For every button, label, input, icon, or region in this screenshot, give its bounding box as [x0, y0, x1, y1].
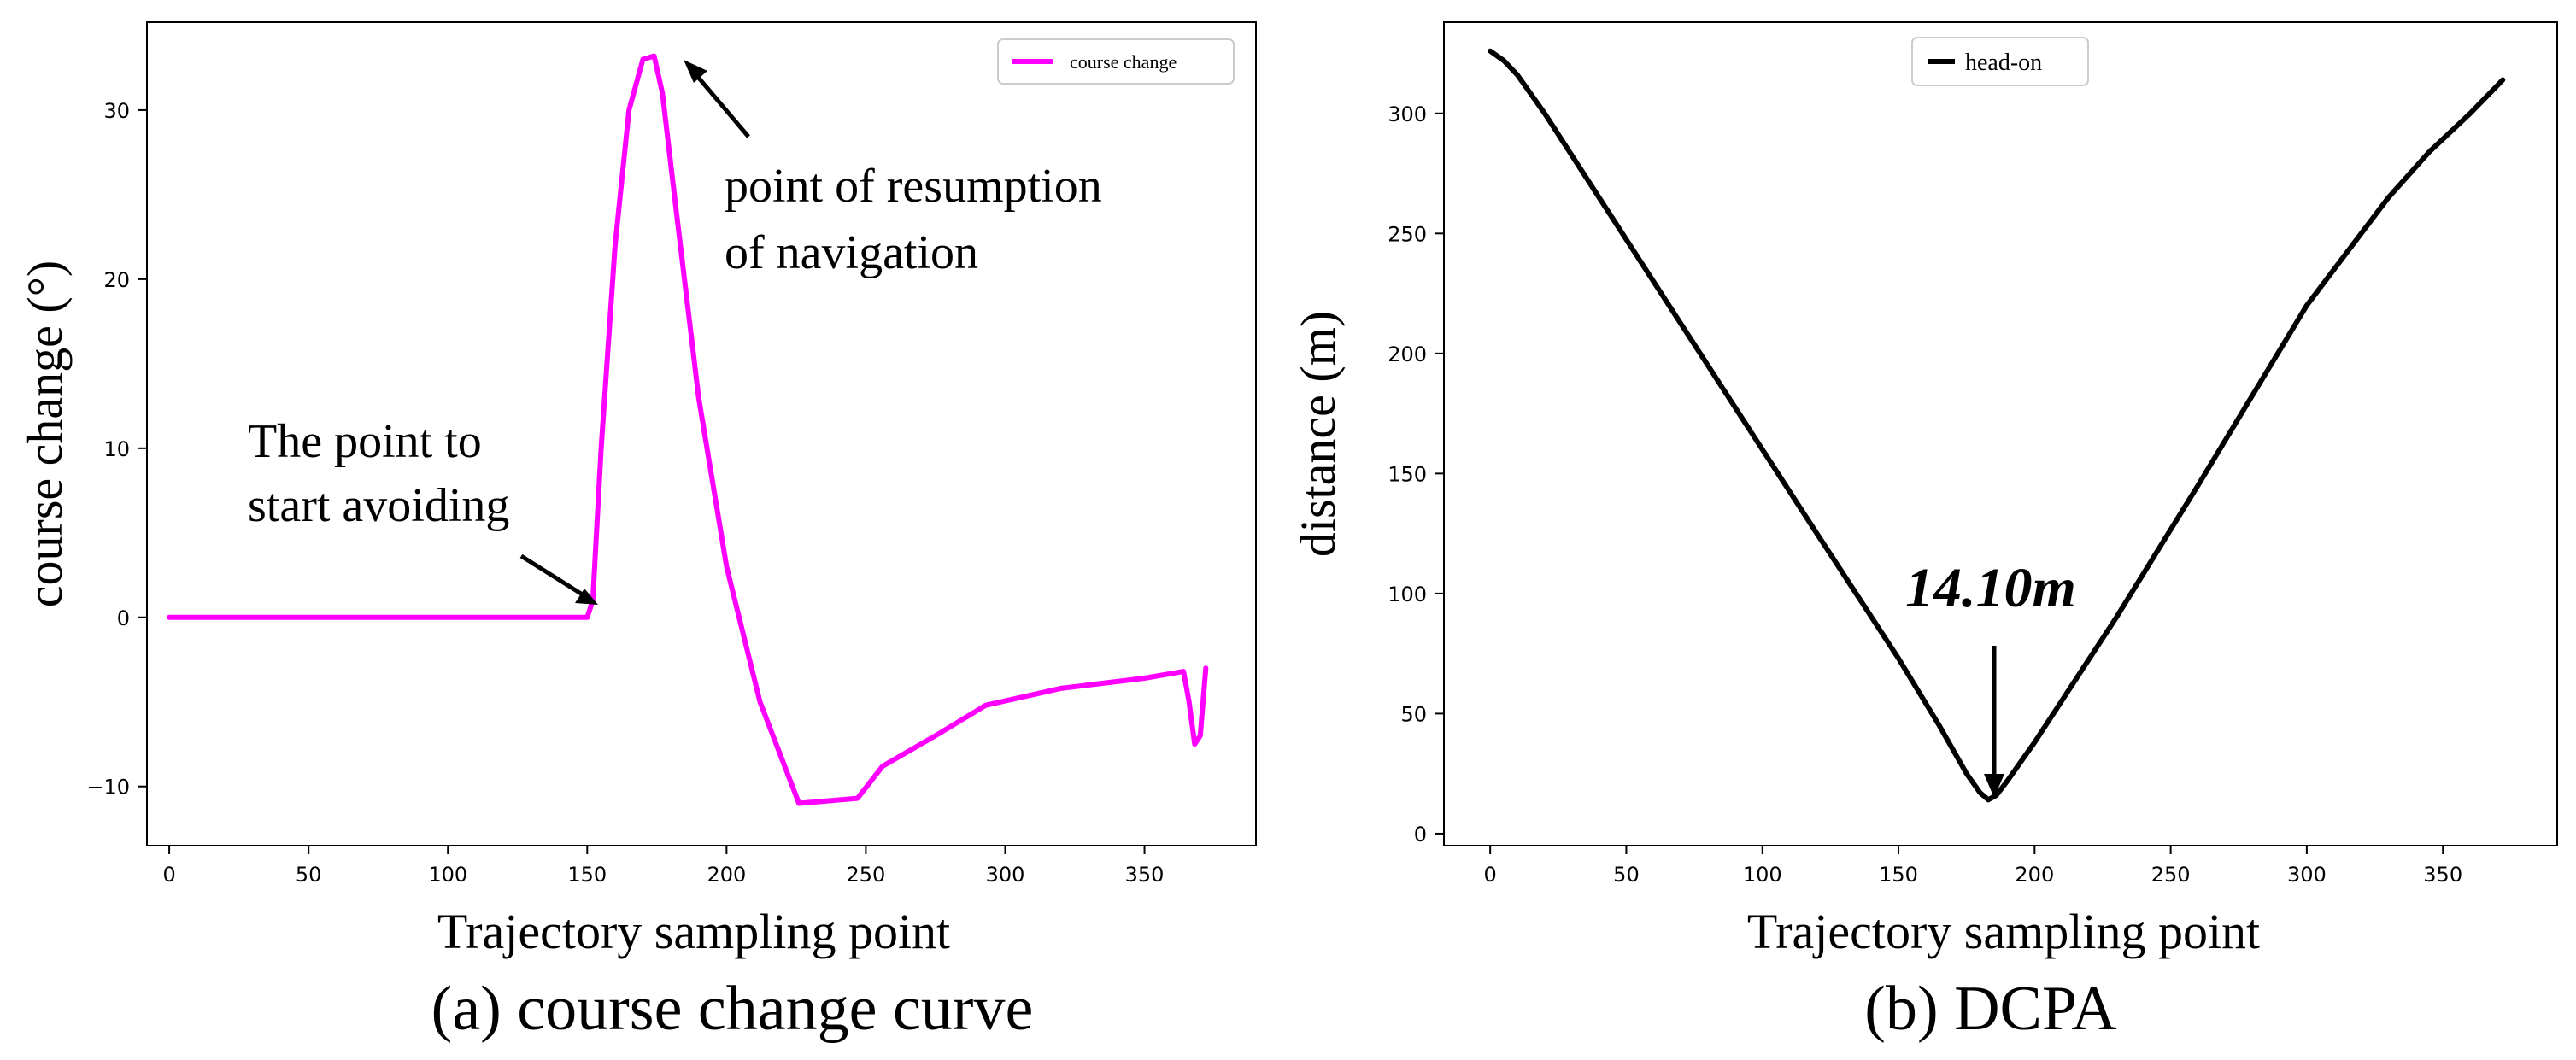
panel-b-x-tick-label: 350: [2423, 863, 2462, 887]
panel-a-caption: (a) course change curve: [431, 974, 1034, 1044]
panel-a-x-tick-label: 0: [162, 863, 175, 887]
panel-b-caption: (b) DCPA: [1864, 974, 2116, 1044]
panel-a-annotation-start-line2: start avoiding: [248, 479, 509, 532]
panel-a-annotation-resumption-arrow: [690, 68, 750, 138]
panel-b-legend-box: [1911, 37, 2089, 86]
panel-b-x-tick-label: 250: [2151, 863, 2191, 887]
panel-b-x-tick-label: 50: [1613, 863, 1640, 887]
panel-a-x-tick-label: 150: [567, 863, 607, 887]
panel-a-x-tick-label: 100: [428, 863, 467, 887]
panel-a-annotation-start-line1: The point to: [248, 415, 482, 468]
panel-a-annotation-resumption-line2: of navigation: [725, 226, 978, 279]
panel-b-x-tick-label: 100: [1743, 863, 1782, 887]
panel-a-y-tick-label: 0: [117, 606, 130, 630]
panel-b-legend: head-on: [1911, 37, 2089, 86]
panel-b-annotation-min-label: 14.10m: [1905, 557, 2076, 619]
panel-a-x-tick-label: 50: [296, 863, 322, 887]
panel-b-x-tick-label: 150: [1879, 863, 1918, 887]
panel-a-y-axis-title: course change (°): [17, 261, 73, 607]
panel-b-series-line: [1488, 48, 2506, 803]
panel-a-ticks: 0 50 100 150 200 250 300 350 −10 0 10 20 30: [86, 99, 1164, 887]
panel-a-annotation-resumption-arrowhead: [684, 60, 707, 83]
panel-b: 0 50 100 150 200 250 300 350050100150200250300 …: [1290, 21, 2558, 1044]
panel-a-plot-frame: [146, 21, 1257, 846]
panel-b-y-tick-label: 150: [1388, 462, 1427, 486]
panel-b-y-tick-label: 300: [1388, 102, 1427, 126]
panel-a-y-tick-label: −10: [86, 776, 130, 799]
panel-b-plot-frame: [1443, 21, 2558, 846]
panel-b-annotation-min-arrowhead: [1984, 774, 2004, 798]
panel-b-series: [1488, 48, 2506, 803]
panel-b-x-tick-label: 300: [2287, 863, 2327, 887]
panel-b-y-tick-label: 200: [1388, 343, 1427, 366]
panel-a-x-axis-title: Trajectory sampling point: [437, 904, 950, 959]
panel-a-series: [167, 53, 1209, 806]
panel-b-y-tick-label: 250: [1388, 222, 1427, 246]
panel-a-annotation-start: The point to start avoiding: [248, 415, 598, 605]
panel-b-y-tick-label: 100: [1388, 583, 1427, 606]
panel-a-x-tick-label: 350: [1125, 863, 1165, 887]
panel-a-x-tick-label: 200: [707, 863, 746, 887]
panel-a-legend: course change: [997, 38, 1235, 85]
panel-b-annotation-min: 14.10m: [1905, 557, 2076, 798]
panel-b-x-tick-label: 0: [1484, 863, 1497, 887]
panel-b-ticks: 0 50 100 150 200 250 300 350 0 50 100 150 200 250 300: [1388, 102, 2462, 887]
panel-b-y-tick-label: 0: [1414, 823, 1427, 846]
panel-a-series-line: [167, 53, 1209, 806]
panel-a-annotation-resumption: point of resumption of navigation: [684, 60, 1102, 279]
panel-a-legend-box: [997, 38, 1235, 85]
panel-a-annotation-resumption-line1: point of resumption: [725, 160, 1102, 213]
panel-a-annotation-start-arrowhead: [575, 589, 598, 605]
panel-a-annotation-start-arrow: [519, 553, 590, 600]
panel-b-legend-label: head-on: [1965, 50, 2042, 76]
panel-a-y-tick-label: 20: [103, 268, 130, 292]
panel-b-x-tick-label: 200: [2015, 863, 2054, 887]
panel-a-legend-label: course change: [1070, 51, 1177, 73]
panel-a-y-tick-label: 10: [103, 437, 130, 461]
panel-a: 0 50 100 150 200 250 300 350 −10 0 10 20 30 course c…: [17, 21, 1257, 1044]
panel-a-x-tick-label: 300: [986, 863, 1025, 887]
panel-b-y-axis-title: distance (m): [1290, 311, 1346, 557]
panel-b-x-axis-title: Trajectory sampling point: [1747, 904, 2260, 959]
panel-a-y-tick-label: 30: [103, 99, 130, 123]
panel-a-x-tick-label: 250: [847, 863, 886, 887]
panel-b-y-tick-label: 50: [1400, 702, 1427, 726]
